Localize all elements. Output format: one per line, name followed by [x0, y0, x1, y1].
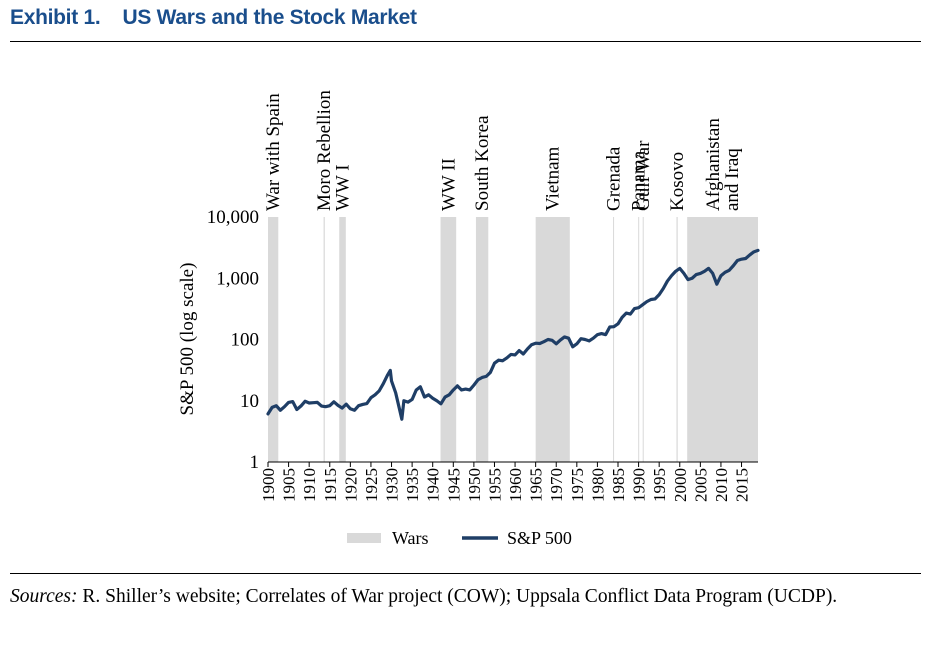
y-tick-label: 10: [240, 391, 259, 412]
y-tick-label: 10,000: [207, 207, 259, 228]
y-tick-label: 100: [231, 330, 260, 351]
x-tick-label: 1910: [300, 468, 319, 502]
war-label: Moro Rebellion: [314, 90, 335, 211]
war-band: [676, 217, 678, 462]
x-tick-label: 1940: [424, 468, 443, 502]
title-rule: [10, 41, 921, 42]
war-label: South Korea: [472, 115, 493, 211]
x-tick-label: 1920: [341, 468, 360, 502]
x-tick-label: 1980: [588, 468, 607, 502]
y-tick-label: 1,000: [216, 268, 259, 289]
x-tick-label: 1950: [465, 468, 484, 502]
war-band: [687, 217, 758, 462]
sources-note: Sources: R. Shiller’s website; Correlate…: [10, 584, 922, 609]
x-tick-label: 1975: [568, 468, 587, 502]
war-band: [440, 217, 457, 462]
x-tick-label: 2015: [733, 468, 752, 502]
x-axis-ticks: 1900 1905 1910 1915 1920 1925 1930 1935 1940 1945…: [259, 462, 752, 502]
chart-title: US Wars and the Stock Market: [122, 6, 418, 29]
war-band: [475, 217, 489, 462]
legend-wars-swatch: [347, 533, 381, 543]
war-label: WW I: [333, 164, 354, 211]
x-tick-label: 1905: [280, 468, 299, 502]
war-band: [323, 217, 325, 462]
war-band: [638, 217, 640, 462]
x-tick-label: 1935: [403, 468, 422, 502]
x-tick-label: 1960: [506, 468, 525, 502]
war-label: Vietnam: [543, 146, 564, 211]
war-label: Gulf War: [633, 140, 654, 211]
war-band: [642, 217, 644, 462]
war-band: [339, 217, 346, 462]
legend-sp500-label: S&P 500: [507, 528, 572, 548]
legend: Wars S&P 500: [347, 528, 572, 548]
x-tick-label: 1965: [527, 468, 546, 502]
x-tick-label: 2000: [671, 468, 690, 502]
footer-rule: [10, 573, 921, 574]
war-label: WW II: [438, 158, 459, 211]
y-tick-label: 1: [250, 452, 260, 473]
war-band: [613, 217, 615, 462]
x-tick-label: 1900: [259, 468, 278, 502]
war-bands: [268, 217, 758, 462]
x-tick-label: 1995: [650, 468, 669, 502]
war-label: Panama: [628, 150, 649, 211]
sp500-line: [266, 248, 760, 421]
x-tick-label: 1970: [547, 468, 566, 502]
sp500-series: [266, 248, 760, 421]
war-label: Afghanistanand Iraq: [703, 118, 743, 211]
x-tick-label: 2010: [712, 468, 731, 502]
y-axis-ticks: 1 10 100 1,000 10,000: [207, 207, 259, 473]
x-tick-label: 1925: [362, 468, 381, 502]
x-tick-label: 1955: [485, 468, 504, 502]
x-tick-label: 1945: [444, 468, 463, 502]
x-tick-label: 1985: [609, 468, 628, 502]
sources-label: Sources:: [10, 586, 78, 607]
exhibit-title: Exhibit 1. US Wars and the Stock Market: [10, 6, 417, 30]
x-tick-label: 1930: [383, 468, 402, 502]
legend-wars-label: Wars: [392, 528, 429, 548]
x-tick-label: 1915: [321, 468, 340, 502]
war-label: War with Spain: [263, 93, 284, 211]
war-band: [268, 217, 279, 462]
sources-text: R. Shiller’s website; Correlates of War …: [82, 586, 838, 607]
exhibit-number: Exhibit 1.: [10, 6, 101, 29]
war-label: Kosovo: [667, 152, 688, 211]
y-axis-label: S&P 500 (log scale): [177, 263, 198, 416]
war-label: Grenada: [603, 146, 624, 211]
x-tick-label: 1990: [630, 468, 649, 502]
x-tick-label: 2005: [691, 468, 710, 502]
